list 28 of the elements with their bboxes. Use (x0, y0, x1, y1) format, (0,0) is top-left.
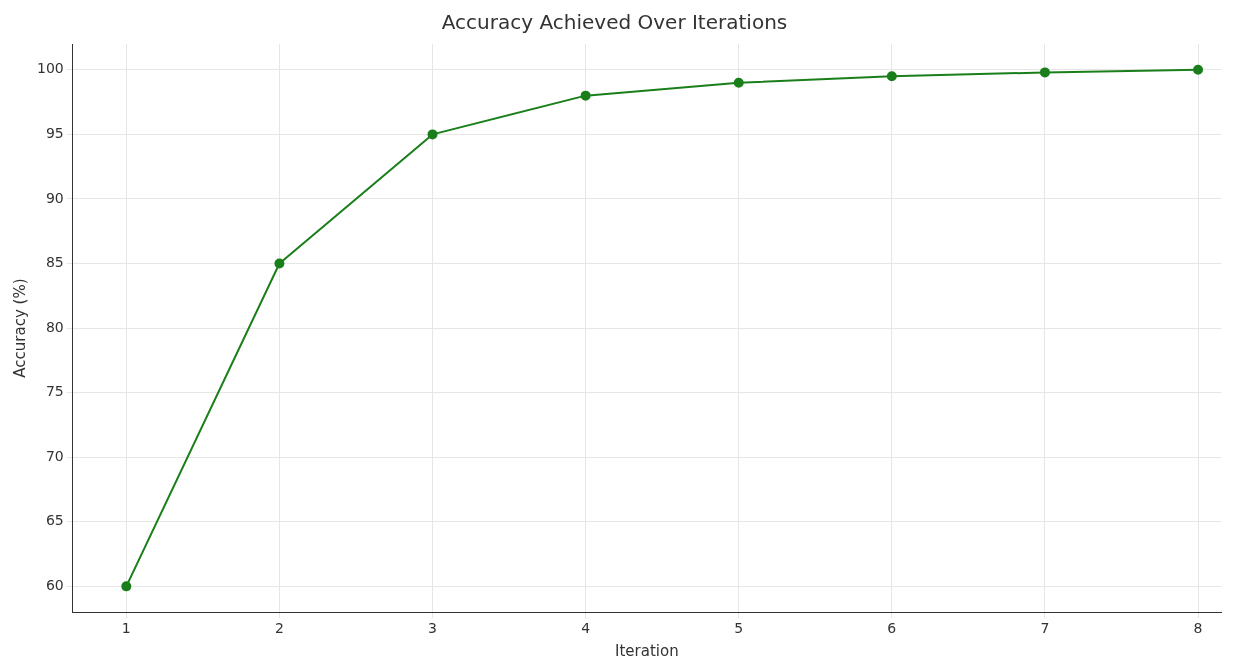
y-tick-label: 60 (45, 577, 64, 594)
y-tick-label: 65 (45, 512, 64, 529)
point (1193, 64, 1204, 75)
x-tick-label: 4 (581, 620, 591, 637)
x-tick-label: 6 (887, 620, 897, 637)
point (733, 77, 744, 88)
y-tick-label: 70 (45, 447, 64, 464)
y-tick-label: 100 (36, 60, 64, 77)
point (121, 581, 132, 592)
x-tick-label: 5 (734, 620, 744, 637)
point (427, 129, 438, 140)
x-tick-label: 7 (1040, 620, 1050, 637)
y-tick-label: 85 (45, 254, 64, 271)
x-tick-label: 3 (428, 620, 437, 637)
point (580, 90, 591, 101)
point (1039, 67, 1050, 78)
x-axis-title: Iteration (615, 641, 679, 660)
y-axis-title: Accuracy (%) (10, 278, 29, 378)
point (274, 258, 285, 269)
y-tick-label: 75 (45, 383, 64, 400)
y-tick-label: 90 (45, 189, 64, 206)
x-tick-label: 1 (121, 620, 131, 637)
y-tick-label: 80 (45, 318, 64, 335)
chart-title: Accuracy Achieved Over Iterations (441, 10, 788, 35)
point (886, 71, 897, 82)
y-tick-label: 95 (45, 125, 64, 142)
x-tick-label: 2 (274, 620, 284, 637)
x-tick-label: 8 (1193, 620, 1203, 637)
